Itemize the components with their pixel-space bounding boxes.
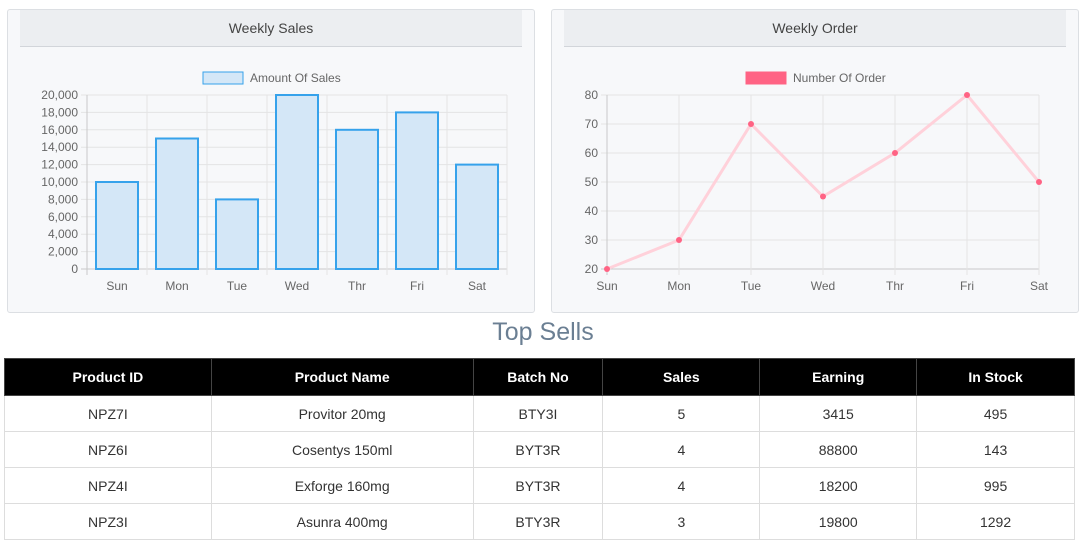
column-header-earning[interactable]: Earning — [759, 358, 918, 396]
table-row: NPZ7I Provitor 20mg BTY3I 5 3415 495 — [4, 395, 1075, 432]
bar — [455, 163, 499, 271]
cell-product-id: NPZ6I — [4, 431, 212, 468]
weekly-sales-header: Weekly Sales — [20, 10, 522, 47]
x-tick-label: Mon — [667, 279, 690, 293]
cell-sales: 3 — [602, 503, 761, 540]
bar — [335, 128, 379, 270]
x-tick-label: Sat — [468, 279, 487, 293]
y-tick-label: 20 — [585, 262, 599, 276]
x-tick-label: Sat — [1030, 279, 1049, 293]
x-tick-label: Fri — [960, 279, 974, 293]
x-tick-label: Wed — [285, 279, 309, 293]
cell-batch-no: BTY3I — [472, 395, 604, 432]
y-tick-label: 10,000 — [41, 175, 78, 189]
bar — [215, 198, 259, 270]
weekly-order-header: Weekly Order — [564, 10, 1066, 47]
weekly-order-panel: Weekly Order 20 30 40 50 60 70 80 Sun Mon Tue Wed T… — [551, 9, 1079, 313]
y-tick-label: 4,000 — [48, 227, 78, 241]
cell-batch-no: BYT3R — [472, 467, 604, 504]
legend-swatch — [202, 71, 244, 85]
cell-product-id: NPZ7I — [4, 395, 212, 432]
weekly-sales-panel: Weekly Sales 0 2,000 4,000 6,000 8,000 10,000… — [7, 9, 535, 313]
y-tick-label: 20,000 — [41, 88, 78, 102]
legend-label: Number Of Order — [793, 71, 886, 85]
bar — [275, 94, 319, 270]
cell-batch-no: BTY3R — [472, 503, 604, 540]
x-tick-label: Fri — [410, 279, 424, 293]
cell-product-id: NPZ4I — [4, 467, 212, 504]
x-tick-label: Thr — [886, 279, 904, 293]
cell-in-stock: 995 — [916, 467, 1075, 504]
x-tick-label: Tue — [741, 279, 762, 293]
bar — [155, 137, 199, 270]
cell-batch-no: BYT3R — [472, 431, 604, 468]
y-tick-label: 12,000 — [41, 158, 78, 172]
y-tick-label: 6,000 — [48, 210, 78, 224]
x-tick-label: Mon — [165, 279, 188, 293]
table-row: NPZ3I Asunra 400mg BTY3R 3 19800 1292 — [4, 503, 1075, 540]
table-row: NPZ4I Exforge 160mg BYT3R 4 18200 995 — [4, 467, 1075, 504]
table-row: NPZ6I Cosentys 150ml BYT3R 4 88800 143 — [4, 431, 1075, 468]
column-header-product-id[interactable]: Product ID — [4, 358, 212, 396]
cell-earning: 19800 — [759, 503, 918, 540]
y-tick-label: 80 — [585, 88, 599, 102]
data-point — [604, 266, 610, 272]
y-tick-label: 30 — [585, 233, 599, 247]
cell-product-id: NPZ3I — [4, 503, 212, 540]
weekly-order-chart: 20 30 40 50 60 70 80 Sun Mon Tue Wed Thr Fri Sat Numbe… — [585, 71, 1049, 293]
cell-in-stock: 1292 — [916, 503, 1075, 540]
column-header-product-name[interactable]: Product Name — [210, 358, 474, 396]
x-tick-label: Tue — [227, 279, 248, 293]
y-tick-label: 18,000 — [41, 105, 78, 119]
y-tick-label: 8,000 — [48, 192, 78, 206]
data-point — [1036, 179, 1042, 185]
x-tick-label: Wed — [811, 279, 835, 293]
x-tick-label: Sun — [596, 279, 617, 293]
data-point — [964, 92, 970, 98]
column-header-sales[interactable]: Sales — [602, 358, 761, 396]
column-header-in-stock[interactable]: In Stock — [916, 358, 1075, 396]
cell-earning: 18200 — [759, 467, 918, 504]
cell-in-stock: 143 — [916, 431, 1075, 468]
y-tick-label: 40 — [585, 204, 599, 218]
y-tick-label: 2,000 — [48, 245, 78, 259]
y-tick-label: 50 — [585, 175, 599, 189]
y-tick-label: 60 — [585, 146, 599, 160]
y-tick-label: 14,000 — [41, 140, 78, 154]
cell-product-name: Exforge 160mg — [210, 467, 474, 504]
data-point — [892, 150, 898, 156]
cell-earning: 88800 — [759, 431, 918, 468]
legend-swatch — [745, 71, 787, 85]
cell-sales: 4 — [602, 431, 761, 468]
y-tick-label: 70 — [585, 117, 599, 131]
weekly-sales-chart: 0 2,000 4,000 6,000 8,000 10,000 12,000 14,000 1… — [41, 71, 508, 293]
data-point — [676, 237, 682, 243]
cell-product-name: Asunra 400mg — [210, 503, 474, 540]
cell-product-name: Cosentys 150ml — [210, 431, 474, 468]
column-header-batch-no[interactable]: Batch No — [472, 358, 604, 396]
table-header-row: Product ID Product Name Batch No Sales E… — [4, 358, 1075, 396]
data-point — [748, 121, 754, 127]
x-tick-label: Sun — [106, 279, 127, 293]
bar — [395, 111, 439, 271]
top-sells-table: Product ID Product Name Batch No Sales E… — [4, 358, 1075, 540]
cell-sales: 5 — [602, 395, 761, 432]
bar — [95, 181, 139, 270]
top-sells-title: Top Sells — [492, 318, 594, 346]
cell-in-stock: 495 — [916, 395, 1075, 432]
data-point — [820, 193, 826, 200]
y-tick-label: 0 — [71, 262, 78, 276]
y-tick-label: 16,000 — [41, 123, 78, 137]
cell-sales: 4 — [602, 467, 761, 504]
legend-label: Amount Of Sales — [250, 71, 341, 85]
cell-earning: 3415 — [759, 395, 918, 432]
x-tick-label: Thr — [348, 279, 366, 293]
cell-product-name: Provitor 20mg — [210, 395, 474, 432]
